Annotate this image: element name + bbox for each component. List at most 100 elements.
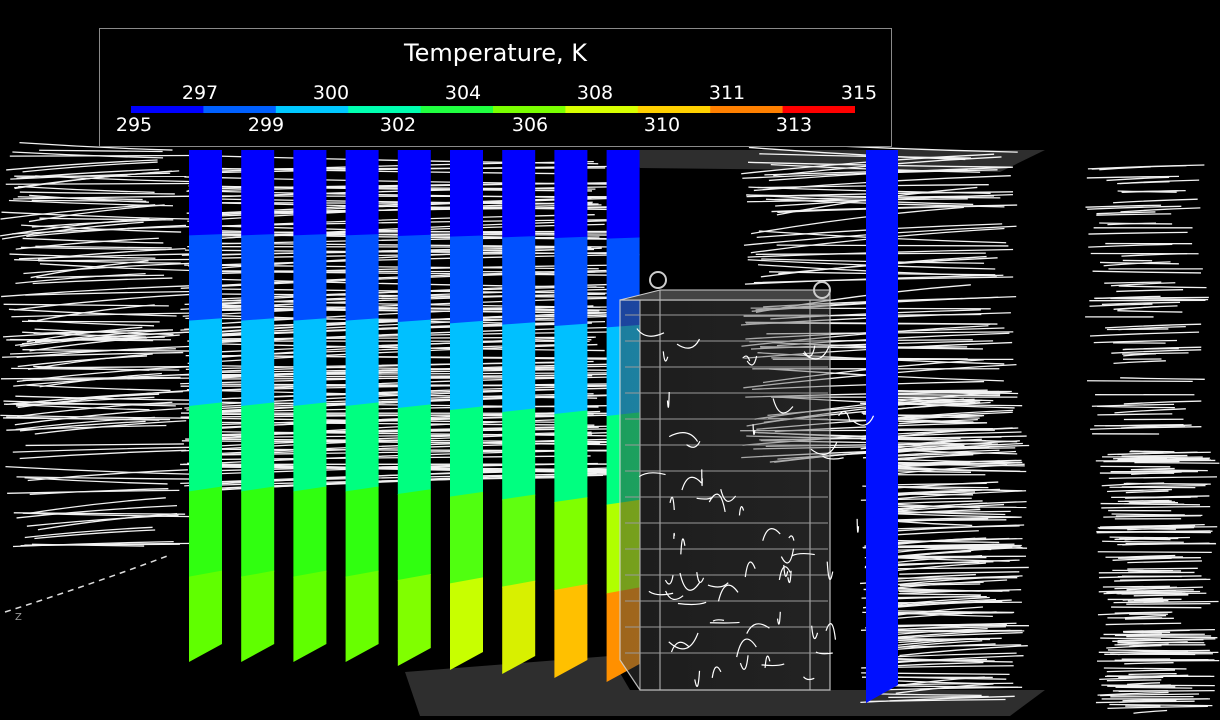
streamline xyxy=(1126,586,1203,591)
slice-band xyxy=(345,570,379,662)
slice-band xyxy=(554,584,588,678)
streamline xyxy=(892,505,1027,509)
streamline xyxy=(1098,589,1176,593)
streamline xyxy=(1101,684,1215,687)
streamline xyxy=(1123,400,1202,405)
streamline xyxy=(1123,628,1215,633)
streamline xyxy=(891,449,1000,457)
streamline xyxy=(764,655,771,668)
streamline xyxy=(677,601,707,606)
streamline xyxy=(1106,176,1170,182)
streamline xyxy=(1117,641,1188,645)
streamline xyxy=(37,365,195,369)
streamline xyxy=(1102,540,1184,543)
slice-band xyxy=(189,150,222,237)
streamline xyxy=(1091,403,1175,407)
slice-band xyxy=(241,402,275,493)
streamline xyxy=(1092,270,1202,274)
streamline xyxy=(39,263,200,272)
streamline xyxy=(1104,281,1162,284)
streamline xyxy=(1100,502,1185,505)
streamline xyxy=(893,685,1023,688)
colorbar-segment xyxy=(203,106,277,113)
legend-tick-label: 304 xyxy=(444,82,482,104)
streamline xyxy=(0,217,150,237)
streamline xyxy=(34,529,156,540)
streamline xyxy=(5,393,160,406)
streamline xyxy=(9,348,176,355)
slice-band xyxy=(345,318,379,407)
streamline xyxy=(884,409,1014,420)
temperature-slice xyxy=(450,150,483,670)
streamline xyxy=(1117,305,1160,311)
slice-band xyxy=(450,150,483,238)
streamline xyxy=(1106,669,1176,673)
slice-band xyxy=(293,234,327,322)
streamline xyxy=(8,308,177,317)
streamline xyxy=(670,641,690,653)
streamline xyxy=(898,593,981,596)
streamline xyxy=(10,172,171,180)
colorbar-segment xyxy=(710,106,784,113)
streamline xyxy=(1101,482,1165,487)
streamline xyxy=(1099,222,1173,225)
streamline xyxy=(802,345,830,360)
streamline xyxy=(1114,408,1186,414)
streamline xyxy=(1128,673,1177,676)
slice-band xyxy=(502,408,536,501)
streamline xyxy=(180,372,612,376)
streamline xyxy=(16,365,193,383)
temperature-slice xyxy=(554,150,588,678)
streamline xyxy=(184,264,599,270)
streamline xyxy=(881,525,1020,530)
streamline xyxy=(1112,639,1204,642)
streamline xyxy=(1120,377,1205,380)
streamline xyxy=(696,496,714,500)
streamline xyxy=(19,449,187,460)
streamline xyxy=(666,392,670,408)
streamline xyxy=(1103,667,1187,670)
streamline xyxy=(1123,631,1162,634)
slice-band xyxy=(189,234,222,322)
streamline xyxy=(29,497,166,514)
streamline xyxy=(20,246,166,251)
streamline xyxy=(896,398,975,404)
streamline xyxy=(31,219,166,228)
streamline xyxy=(1124,614,1167,619)
streamline xyxy=(1123,353,1157,357)
axis-dashed-line xyxy=(4,554,171,613)
streamline xyxy=(788,535,795,541)
streamline xyxy=(13,170,180,189)
streamline xyxy=(882,566,1029,570)
slice-band xyxy=(241,486,275,578)
streamline xyxy=(25,290,195,296)
temperature-slice xyxy=(866,150,898,703)
legend-tick-label: 315 xyxy=(840,82,878,104)
streamline xyxy=(1097,413,1173,416)
streamline xyxy=(680,538,686,555)
streamline xyxy=(892,640,983,649)
temperature-slice xyxy=(502,150,536,674)
slice-band xyxy=(345,234,379,322)
colorbar-segment xyxy=(637,106,711,113)
streamline xyxy=(1117,310,1183,313)
streamline xyxy=(810,442,838,456)
streamline xyxy=(22,237,164,244)
streamline xyxy=(776,611,781,625)
colorbar-segment xyxy=(565,106,639,113)
streamline xyxy=(1110,282,1176,287)
slice-band xyxy=(397,319,431,409)
streamline xyxy=(709,621,740,624)
streamline xyxy=(1118,285,1207,289)
streamline xyxy=(1127,526,1195,531)
streamline xyxy=(890,500,983,505)
streamline xyxy=(22,161,158,173)
streamline xyxy=(184,393,594,409)
slice-band xyxy=(241,570,275,662)
colorbar-segment xyxy=(131,106,204,113)
streamline xyxy=(762,528,781,541)
colorbar xyxy=(131,106,855,113)
slice-band xyxy=(502,494,536,588)
legend-tick-label: 297 xyxy=(181,82,219,104)
streamline xyxy=(12,151,164,159)
